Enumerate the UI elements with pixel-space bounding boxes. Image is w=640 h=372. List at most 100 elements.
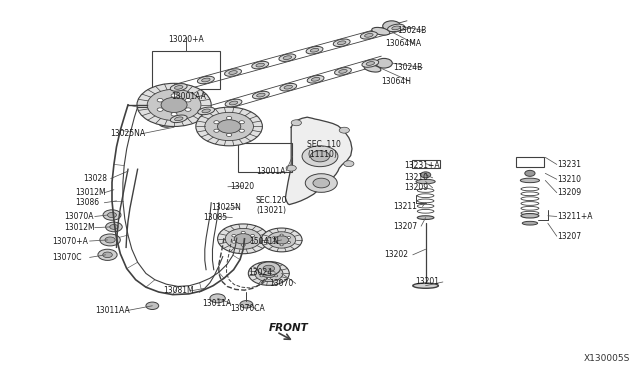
Circle shape xyxy=(240,301,253,308)
Circle shape xyxy=(268,232,296,248)
Circle shape xyxy=(291,120,301,126)
Text: 13070: 13070 xyxy=(269,279,293,288)
Ellipse shape xyxy=(283,56,292,60)
Text: 13201: 13201 xyxy=(415,278,439,286)
Text: 13020: 13020 xyxy=(230,182,255,191)
Text: 13207: 13207 xyxy=(557,232,581,241)
Circle shape xyxy=(227,116,232,119)
Text: 13231+A: 13231+A xyxy=(404,161,440,170)
Circle shape xyxy=(302,146,338,167)
Circle shape xyxy=(98,249,117,260)
Text: X130005S: X130005S xyxy=(584,354,630,363)
Text: SEC.120
(13021): SEC.120 (13021) xyxy=(256,196,287,215)
Circle shape xyxy=(157,108,163,111)
Circle shape xyxy=(261,228,302,252)
Circle shape xyxy=(275,236,289,244)
Circle shape xyxy=(239,129,244,132)
Circle shape xyxy=(232,241,236,243)
Circle shape xyxy=(339,127,349,133)
Ellipse shape xyxy=(256,63,264,67)
Circle shape xyxy=(255,265,283,282)
Text: 13207: 13207 xyxy=(394,222,418,231)
Circle shape xyxy=(267,278,271,279)
Bar xyxy=(152,51,220,89)
Ellipse shape xyxy=(337,41,346,45)
Ellipse shape xyxy=(364,65,381,72)
Ellipse shape xyxy=(362,60,379,67)
Circle shape xyxy=(262,269,276,278)
Circle shape xyxy=(287,241,291,243)
Text: 13202: 13202 xyxy=(384,250,408,259)
Ellipse shape xyxy=(388,24,404,32)
Text: 13231: 13231 xyxy=(557,160,581,169)
Ellipse shape xyxy=(521,214,539,218)
Ellipse shape xyxy=(202,109,211,113)
Circle shape xyxy=(275,270,278,272)
Circle shape xyxy=(146,302,159,310)
Text: 13024: 13024 xyxy=(248,268,273,277)
Ellipse shape xyxy=(252,61,269,69)
Circle shape xyxy=(100,234,120,246)
Ellipse shape xyxy=(202,78,210,82)
Circle shape xyxy=(105,237,115,243)
Circle shape xyxy=(273,241,276,243)
Circle shape xyxy=(171,113,177,116)
Ellipse shape xyxy=(197,76,214,84)
Circle shape xyxy=(185,99,191,102)
Circle shape xyxy=(196,107,262,146)
Circle shape xyxy=(287,237,291,238)
Ellipse shape xyxy=(312,77,320,81)
Circle shape xyxy=(108,212,116,218)
Text: 15041N: 15041N xyxy=(250,237,280,246)
Circle shape xyxy=(218,120,241,133)
Text: 13011A: 13011A xyxy=(202,299,232,308)
Ellipse shape xyxy=(284,85,292,89)
Circle shape xyxy=(273,237,276,238)
Text: 13064MA: 13064MA xyxy=(385,39,421,48)
Ellipse shape xyxy=(228,71,237,74)
Ellipse shape xyxy=(333,39,350,46)
Ellipse shape xyxy=(280,83,297,91)
Circle shape xyxy=(260,270,263,272)
Text: 13211+A: 13211+A xyxy=(557,212,592,221)
Text: 13001A: 13001A xyxy=(256,167,285,176)
Ellipse shape xyxy=(416,179,435,184)
Text: 13024B: 13024B xyxy=(394,63,423,72)
Circle shape xyxy=(310,151,330,162)
Text: 13028: 13028 xyxy=(83,174,108,183)
Text: 13070A: 13070A xyxy=(64,212,93,221)
Text: 13211: 13211 xyxy=(394,202,417,211)
Ellipse shape xyxy=(520,178,540,183)
Ellipse shape xyxy=(372,28,390,35)
Ellipse shape xyxy=(310,48,319,52)
Ellipse shape xyxy=(365,33,373,37)
Circle shape xyxy=(214,121,219,124)
Circle shape xyxy=(305,174,337,192)
Text: 13086: 13086 xyxy=(76,198,100,207)
Ellipse shape xyxy=(257,93,265,97)
Text: SEC. 110
(11110): SEC. 110 (11110) xyxy=(307,140,341,159)
Ellipse shape xyxy=(522,221,538,225)
Circle shape xyxy=(383,21,401,31)
Text: 13020+A: 13020+A xyxy=(168,35,204,44)
Circle shape xyxy=(232,234,236,237)
Circle shape xyxy=(239,121,244,124)
Circle shape xyxy=(525,170,535,176)
Circle shape xyxy=(103,210,121,220)
Ellipse shape xyxy=(170,84,187,91)
Circle shape xyxy=(313,178,330,188)
Text: 13024B: 13024B xyxy=(397,26,426,35)
Text: 13081M: 13081M xyxy=(163,286,194,295)
Ellipse shape xyxy=(279,54,296,61)
Circle shape xyxy=(280,234,284,236)
Circle shape xyxy=(227,134,232,137)
Circle shape xyxy=(344,161,354,167)
Text: FRONT: FRONT xyxy=(269,323,308,333)
Text: 13011AA: 13011AA xyxy=(95,306,129,315)
Circle shape xyxy=(214,129,219,132)
Text: 13025NA: 13025NA xyxy=(110,129,145,138)
Ellipse shape xyxy=(306,46,323,54)
Ellipse shape xyxy=(307,76,324,83)
Circle shape xyxy=(280,244,284,246)
Circle shape xyxy=(234,234,252,244)
